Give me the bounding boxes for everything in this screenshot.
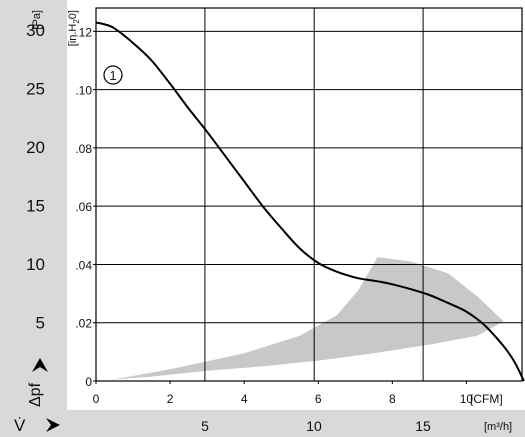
y-tick-pa-label: 20 <box>26 138 45 157</box>
x-axis-band <box>0 410 525 437</box>
y-tick-inh2o-label: .04 <box>75 258 92 272</box>
x-tick-m3h-label: 15 <box>415 418 431 434</box>
y-axis-arrow-icon <box>32 358 48 372</box>
y-tick-pa-label: 10 <box>26 255 45 274</box>
curve-marker-circle <box>103 65 123 85</box>
y-tick-inh2o-label: .10 <box>75 84 92 98</box>
y-tick-pa-label: 30 <box>26 21 45 40</box>
x-axis-cfm-ticks: 0 2 4 6 8 10 <box>93 381 474 406</box>
y-tick-inh2o-label: .12 <box>75 25 92 39</box>
y-tick-inh2o-label: .02 <box>75 317 92 331</box>
plot-area: 1 <box>95 7 525 382</box>
x-tick-cfm-label: 2 <box>167 392 174 406</box>
y-axis-band <box>0 0 67 437</box>
y-axis-symbol-text: Δpf <box>27 382 44 407</box>
x-tick-cfm-label: 4 <box>241 392 248 406</box>
grid-lines <box>96 8 522 381</box>
y-tick-pa-label: 25 <box>26 80 45 99</box>
y-axis-unit-pa: [Pa] <box>31 10 43 30</box>
pressure-curve-1 <box>95 21 525 382</box>
y-tick-pa-label: 5 <box>36 314 45 333</box>
x-axis-unit-cfm: [CFM] <box>470 392 503 406</box>
curve-label: 1 <box>109 68 116 83</box>
x-tick-cfm-label: 10 <box>460 392 474 406</box>
y-axis-unit-inh2o: [in.H20] <box>67 10 81 46</box>
x-tick-m3h-label: 10 <box>306 418 322 434</box>
y-tick-inh2o-label: .06 <box>75 200 92 214</box>
x-tick-cfm-label: 8 <box>389 392 396 406</box>
y-axis-inh2o-ticks: .12 .10 .08 .06 .04 .02 0 <box>75 25 96 389</box>
y-tick-pa-label: 15 <box>26 197 45 216</box>
x-axis-m3h-ticks: 5 10 15 <box>201 418 431 434</box>
x-axis-arrow-icon <box>46 418 60 432</box>
y-tick-inh2o-label: .08 <box>75 142 92 156</box>
y-axis-pa-ticks: 30 25 20 15 10 5 <box>26 21 45 332</box>
x-tick-cfm-label: 0 <box>93 392 100 406</box>
x-axis-symbol-text: V̇ <box>14 416 26 435</box>
x-tick-m3h-label: 5 <box>201 418 209 434</box>
x-axis-unit-m3h: [m³/h] <box>484 421 512 433</box>
plot-frame <box>95 7 523 382</box>
y-axis-symbol: Δpf <box>27 358 48 407</box>
y-tick-inh2o-label: 0 <box>85 375 92 389</box>
x-axis-symbol: V̇ <box>14 416 60 435</box>
x-tick-cfm-label: 6 <box>315 392 322 406</box>
